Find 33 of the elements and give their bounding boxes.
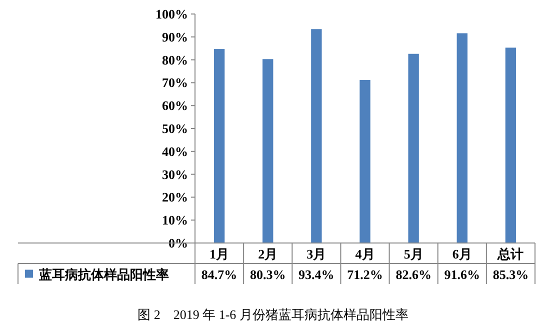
y-tick-label: 40% <box>162 144 188 159</box>
bar <box>214 49 225 243</box>
data-label: 71.2% <box>347 266 383 282</box>
bar <box>360 80 370 243</box>
y-tick-label: 70% <box>162 75 188 90</box>
data-label: 91.6% <box>444 266 480 282</box>
y-tick-label: 80% <box>162 52 188 68</box>
x-tick-label: 1月 <box>210 246 230 262</box>
y-tick-label: 30% <box>162 166 188 182</box>
x-tick-label: 3月 <box>306 246 326 262</box>
bar <box>311 29 322 243</box>
y-tick-label: 10% <box>162 212 188 228</box>
y-tick-label: 100% <box>156 6 188 22</box>
bar <box>408 54 419 243</box>
x-tick-label: 总计 <box>496 246 524 262</box>
x-tick-label: 2月 <box>258 246 278 262</box>
y-tick-label: 50% <box>162 121 188 136</box>
legend-label: 蓝耳病抗体样品阳性率 <box>38 266 169 282</box>
y-tick-label: 90% <box>162 29 188 44</box>
bar <box>262 59 274 243</box>
data-label: 82.6% <box>396 266 432 282</box>
y-tick-label: 60% <box>162 98 188 114</box>
text: 图 2 2019 年 1-6 月份猪蓝耳病抗体样品阳性率 <box>138 307 408 322</box>
x-tick-label: 5月 <box>404 246 424 262</box>
data-label: 80.3% <box>250 266 286 282</box>
y-tick-label: 20% <box>162 190 188 205</box>
data-label: 93.4% <box>298 266 334 282</box>
bar <box>456 33 468 243</box>
x-tick-label: 4月 <box>355 246 375 262</box>
bar <box>505 48 516 243</box>
x-tick-label: 6月 <box>452 246 472 262</box>
data-label: 85.3% <box>492 266 529 282</box>
data-label: 84.7% <box>201 266 238 282</box>
